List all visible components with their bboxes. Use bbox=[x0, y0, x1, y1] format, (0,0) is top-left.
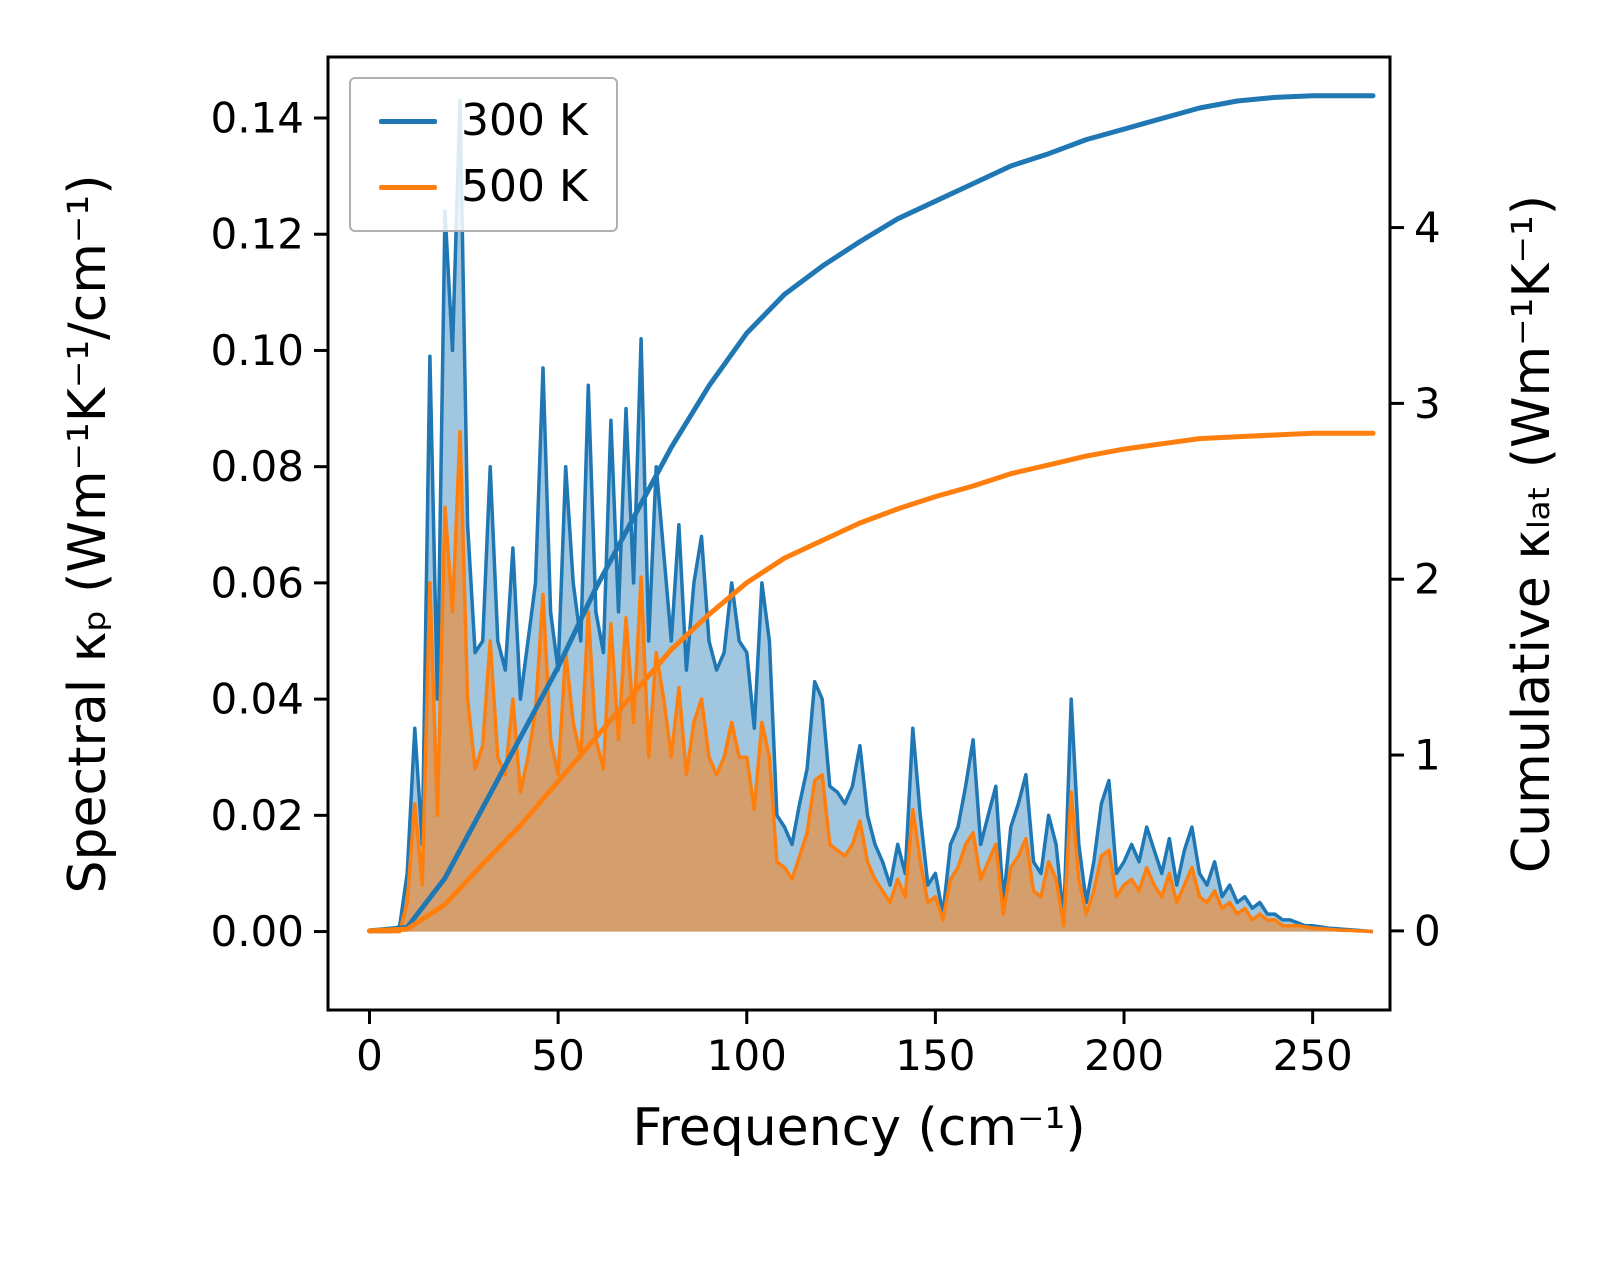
cumulative-line-500k bbox=[367, 430, 1376, 934]
x-tick-label: 200 bbox=[1084, 1031, 1164, 1080]
y-left-tick-label: 0.08 bbox=[210, 442, 304, 491]
legend-line-swatch-300k bbox=[379, 118, 437, 124]
x-tick-label: 50 bbox=[531, 1031, 584, 1080]
y-right-tick-label: 2 bbox=[1414, 555, 1441, 604]
y-left-tick-label: 0.14 bbox=[210, 94, 304, 143]
y-left-tick-label: 0.04 bbox=[210, 675, 304, 724]
y-right-tick-label: 0 bbox=[1414, 906, 1441, 955]
y-left-tick-label: 0.12 bbox=[210, 210, 304, 259]
legend-line-swatch-500k bbox=[379, 185, 437, 191]
legend-label-500k: 500 K bbox=[461, 161, 588, 213]
y-right-tick-label: 4 bbox=[1414, 203, 1441, 252]
spectral-fill-500k bbox=[369, 431, 1373, 932]
x-tick-label: 100 bbox=[707, 1031, 787, 1080]
y-left-tick-label: 0.00 bbox=[210, 907, 304, 956]
y-axis-label-right: Cumulative κₗₐₜ (Wm⁻¹K⁻¹) bbox=[1502, 194, 1562, 874]
x-tick-label: 250 bbox=[1273, 1031, 1353, 1080]
y-left-tick-label: 0.02 bbox=[210, 791, 304, 840]
plot-frame bbox=[326, 55, 1392, 1012]
y-left-tick-label: 0.10 bbox=[210, 326, 304, 375]
y-axis-label-left: Spectral κₚ (Wm⁻¹K⁻¹/cm⁻¹) bbox=[58, 174, 118, 894]
legend-item-500k: 500 K bbox=[379, 161, 588, 213]
x-axis-label: Frequency (cm⁻¹) bbox=[632, 1098, 1086, 1158]
y-left-tick-label: 0.06 bbox=[210, 558, 304, 607]
spectral-line-500k bbox=[369, 430, 1374, 934]
x-tick-label: 150 bbox=[895, 1031, 975, 1080]
legend: 300 K 500 K bbox=[349, 77, 618, 232]
y-right-tick-label: 3 bbox=[1414, 379, 1441, 428]
legend-item-300k: 300 K bbox=[379, 95, 588, 146]
x-tick-label: 0 bbox=[356, 1031, 383, 1080]
y-right-tick-label: 1 bbox=[1414, 731, 1441, 780]
cumulative-line-300k bbox=[367, 93, 1376, 934]
spectral-line-300k bbox=[369, 98, 1374, 934]
legend-label-300k: 300 K bbox=[461, 95, 588, 146]
